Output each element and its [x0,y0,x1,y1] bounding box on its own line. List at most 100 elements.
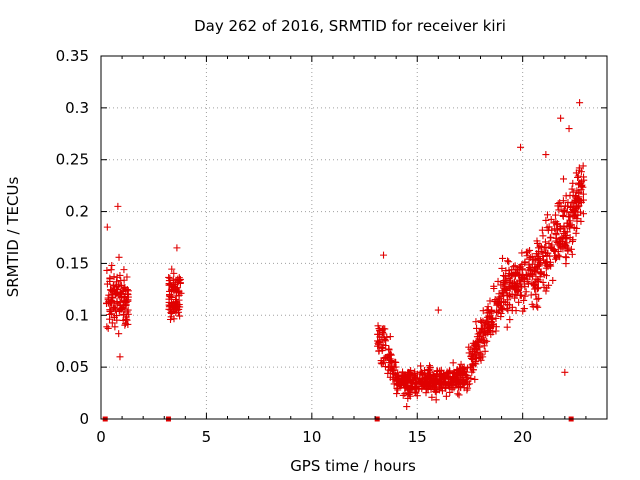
data-point [499,272,507,280]
data-point [479,337,487,345]
data-point [170,301,178,309]
data-point [542,151,550,159]
data-point [472,318,480,326]
data-point [380,251,388,259]
data-point [474,339,482,347]
data-point [434,378,442,386]
data-point [382,337,390,345]
data-point [508,282,516,290]
chart-title: Day 262 of 2016, SRMTID for receiver kir… [194,17,506,35]
data-point [471,359,479,367]
data-point [498,289,506,297]
data-point [404,389,412,397]
data-point [533,239,541,247]
data-point [428,393,436,401]
data-point [484,306,492,314]
data-point [525,255,533,263]
data-point [551,255,559,263]
data-point [498,264,506,272]
data-point [120,302,128,310]
data-point [459,379,467,387]
y-tick-label: 0.15 [56,254,89,272]
data-point [561,368,569,376]
y-tick-label: 0.35 [56,47,89,65]
data-point [533,262,541,270]
data-point [403,403,411,411]
data-point [453,380,461,388]
data-point [122,315,130,323]
data-point [165,273,173,281]
data-point [547,244,555,252]
data-point [572,208,580,216]
data-point [556,235,564,243]
data-point [455,391,463,399]
data-point [115,280,123,288]
data-point [510,270,518,278]
data-point [471,375,479,383]
data-point [542,272,550,280]
data-point [108,319,116,327]
data-point [538,226,546,234]
data-point [562,254,570,262]
data-point [386,333,394,341]
data-point [544,249,552,257]
data-point [480,329,488,337]
y-tick-label: 0 [79,410,89,428]
data-point [522,270,530,278]
data-point [511,294,519,302]
data-point [492,308,500,316]
data-point [526,253,534,261]
data-point [534,276,542,284]
data-point [487,324,495,332]
data-point [567,208,575,216]
data-point [115,292,123,300]
data-point [115,253,123,261]
data-point [103,266,111,274]
data-point [124,290,132,298]
data-point [559,197,567,205]
data-point [534,285,542,293]
data-point [511,262,519,270]
grid [101,56,607,419]
data-point [374,339,382,347]
x-axis-label: GPS time / hours [290,457,416,475]
data-point [449,377,457,385]
y-tick-label: 0.1 [65,306,89,324]
data-point [539,248,547,256]
data-point [481,347,489,355]
data-point [467,374,475,382]
data-point [404,384,412,392]
y-tick-label: 0.25 [56,151,89,169]
data-point [497,309,505,317]
data-point [170,269,178,277]
data-point [401,390,409,398]
x-tick-label: 20 [513,428,532,446]
data-point [375,338,383,346]
data-point [465,380,473,388]
x-tick-label: 0 [96,428,106,446]
data-point [424,366,432,374]
data-point [573,224,581,232]
data-point [109,282,117,290]
data-point [503,323,511,331]
data-point [508,266,516,274]
y-axis-label: SRMTID / TECUs [4,177,22,298]
data-point [580,176,588,184]
data-point [116,353,124,361]
data-point [106,315,114,323]
data-point [575,164,583,172]
data-point [494,309,502,317]
data-point [561,202,569,210]
data-point [562,260,570,268]
data-point [377,359,385,367]
data-point [504,257,512,265]
data-point [107,266,115,274]
data-point [551,211,559,219]
data-point [475,333,483,341]
data-point [110,313,118,321]
data-point [562,253,570,261]
data-point [454,390,462,398]
data-point [453,367,461,375]
